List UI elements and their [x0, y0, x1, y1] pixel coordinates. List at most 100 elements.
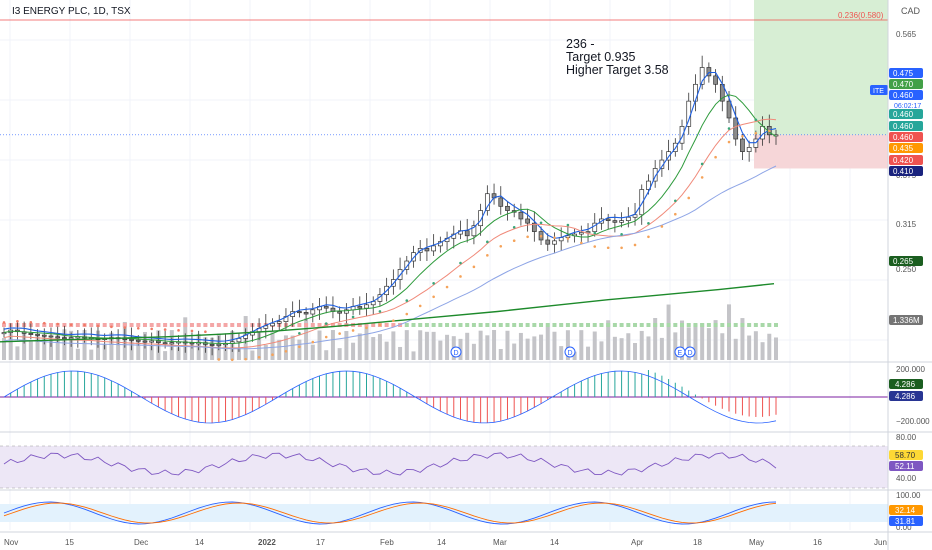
trend-strip-cell [89, 323, 94, 327]
psar-dot [163, 328, 167, 331]
psar-dot [351, 315, 355, 319]
volume-bar [565, 330, 570, 360]
trend-strip-cell [659, 323, 664, 327]
trend-strip-cell [297, 323, 302, 327]
event-marker [684, 346, 696, 358]
psar-dot [244, 357, 247, 361]
volume-bar [666, 304, 671, 360]
psar-dot [580, 241, 583, 245]
candle-body [129, 338, 134, 341]
trend-strip-cell [142, 323, 147, 327]
trend-strip-cell [612, 323, 617, 327]
volume-bar [263, 344, 268, 360]
volume-bar [304, 318, 309, 360]
trend-strip-cell [102, 323, 107, 327]
candle-body [693, 83, 698, 102]
volume-bar [398, 346, 403, 360]
currency-label: CAD [900, 6, 920, 16]
ema-mid-line [3, 94, 777, 344]
price-tick: 0.565 [896, 30, 917, 39]
time-tick: Feb [380, 538, 394, 547]
candle-body [411, 252, 416, 262]
volume-bar [559, 346, 564, 360]
trend-strip-cell [478, 323, 483, 327]
time-tick: 14 [195, 538, 204, 547]
price-label: 0.460 [893, 133, 914, 142]
volume-bar [552, 331, 557, 360]
psar-dot [311, 340, 315, 344]
time-tick: 18 [693, 538, 702, 547]
trend-strip-cell [169, 323, 174, 327]
trend-strip-cell [35, 323, 40, 327]
psar-dot [727, 127, 731, 130]
trend-strip-cell [673, 323, 678, 327]
stoch-label-bg [889, 516, 923, 526]
psar-dot [754, 132, 758, 135]
psar-dot [459, 261, 462, 265]
psar-dot [29, 320, 33, 324]
candle-body [35, 333, 40, 336]
volume-bar [149, 345, 154, 360]
volume-bar [391, 331, 396, 360]
trend-strip-cell [505, 323, 510, 327]
volume-bar [270, 332, 275, 360]
time-tick: Apr [631, 538, 644, 547]
volume-bar [22, 331, 27, 360]
trend-strip-cell [438, 323, 443, 327]
event-marker-label: D [454, 350, 459, 357]
rsi-label: 58.70 [895, 451, 916, 460]
trend-strip-cell [559, 323, 564, 327]
candle-body [525, 218, 530, 224]
psar-dot [150, 327, 153, 331]
candle-body [68, 337, 74, 340]
trend-strip-cell [653, 323, 658, 327]
candle-body [746, 147, 752, 152]
event-marker-label: E [678, 350, 683, 357]
psar-dot [432, 295, 435, 299]
volume-bar [250, 350, 255, 360]
psar-dot [512, 239, 516, 243]
candle-body [713, 75, 718, 85]
volume-bar [404, 330, 409, 360]
volume-bar [109, 332, 114, 360]
psar-dot [499, 244, 503, 248]
trend-strip-cell [747, 323, 752, 327]
time-tick: Nov [4, 538, 18, 547]
price-label: 0.420 [893, 156, 914, 165]
time-tick: May [749, 538, 764, 547]
candle-body [639, 189, 645, 216]
volume-bar [512, 343, 517, 360]
trend-strip-cell [129, 323, 134, 327]
trend-strip-cell [210, 323, 215, 327]
candle-body [55, 336, 61, 339]
volume-bar [733, 338, 738, 360]
trend-strip-cell [451, 323, 456, 327]
trend-strip-cell [243, 323, 248, 327]
volume-bar [189, 341, 194, 360]
volume-bar [639, 330, 644, 360]
volume-bar [619, 338, 624, 360]
volume-bar [653, 318, 658, 360]
candle-body [236, 338, 242, 343]
trend-strip-cell [310, 323, 315, 327]
psar-dot [727, 140, 731, 144]
macd-label: 4.286 [895, 380, 916, 389]
trend-strip-cell [42, 323, 47, 327]
volume-bar [371, 337, 376, 360]
price-label: 0.435 [893, 144, 914, 153]
psar-dot [136, 326, 140, 330]
trend-strip-cell [693, 323, 698, 327]
trend-strip-cell [518, 323, 523, 327]
time-tick: Jun [874, 538, 887, 547]
trend-strip-cell [230, 323, 235, 327]
time-tick: 16 [813, 538, 822, 547]
annotation-line: 236 - [566, 37, 595, 51]
event-marker-label: D [688, 350, 693, 357]
volume-bar [297, 339, 302, 360]
price-tick: 0.315 [896, 220, 917, 229]
psar-dot [620, 246, 623, 250]
volume-bar [102, 344, 107, 360]
candle-body [1, 332, 7, 335]
psar-dot [378, 323, 382, 327]
